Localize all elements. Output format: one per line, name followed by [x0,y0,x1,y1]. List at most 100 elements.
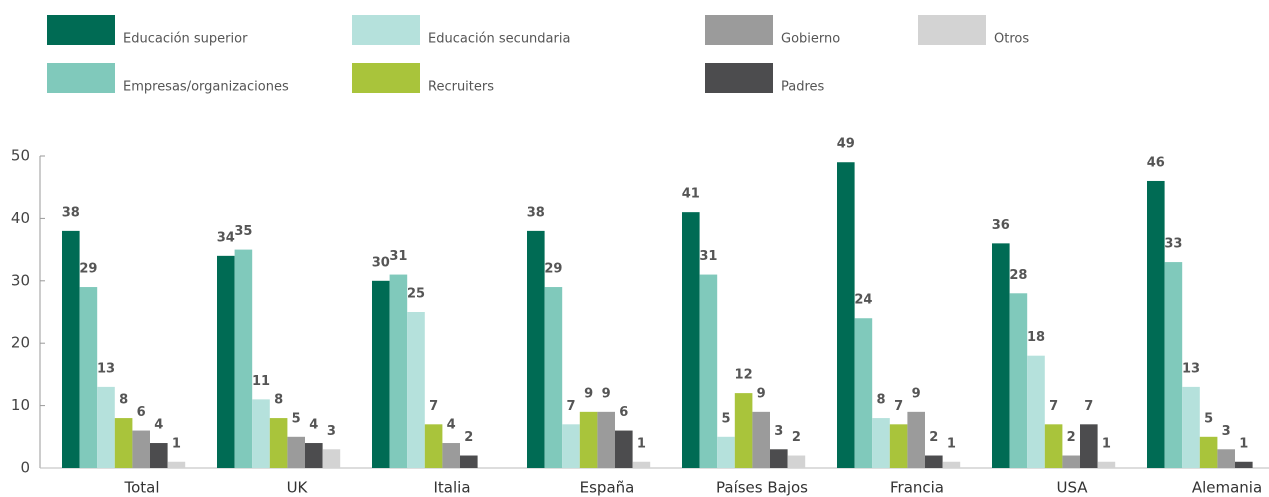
value-label: 8 [119,393,128,408]
value-label: 35 [234,224,252,239]
bar [632,461,651,468]
value-label: 3 [774,424,783,439]
bar [460,455,478,468]
bar [322,449,341,468]
x-tick-label: USA [1056,479,1088,497]
bar [234,249,253,468]
bar [579,411,598,468]
x-tick-label: Alemania [1192,479,1262,497]
value-label: 31 [389,249,407,264]
bar [1009,293,1028,468]
value-label: 38 [62,205,80,220]
bar [252,399,270,468]
value-label: 7 [1049,399,1058,414]
bar [837,162,855,469]
bar [287,436,305,468]
x-tick-label: UK [287,479,309,497]
value-label: 2 [792,430,801,445]
value-label: 2 [1067,430,1076,445]
value-label: 2 [464,430,473,445]
legend-label: Padres [781,80,825,95]
value-label: 12 [735,368,753,383]
value-label: 1 [947,436,956,451]
value-label: 9 [602,386,611,401]
bar [1147,180,1165,468]
bar [305,443,323,468]
value-label: 1 [1102,436,1111,451]
bar [132,430,150,468]
bar [1097,461,1116,468]
value-label: 7 [1084,399,1093,414]
bar [854,318,873,468]
bar [167,461,186,468]
bar [734,393,753,468]
legend-label: Educación secundaria [428,32,570,47]
value-label: 13 [1182,361,1200,376]
value-label: 7 [894,399,903,414]
value-label: 33 [1164,237,1182,252]
value-label: 9 [757,386,766,401]
x-tick-label: Italia [433,479,470,497]
bar [597,411,615,468]
value-label: 9 [912,386,921,401]
bar [372,280,390,468]
value-label: 29 [544,262,562,277]
legend-swatch [352,63,420,93]
legend-swatch [47,63,115,93]
bar [389,274,408,468]
y-tick-label: 50 [11,147,30,165]
bar [615,430,633,468]
bar [699,274,718,468]
y-tick-label: 10 [11,396,30,414]
y-tick-label: 20 [11,334,30,352]
legend-label: Gobierno [781,32,840,47]
value-label: 4 [309,418,318,433]
y-tick-label: 0 [20,459,30,477]
value-label: 29 [79,262,97,277]
value-label: 5 [721,411,730,426]
legend-label: Recruiters [428,80,494,95]
y-tick-label: 40 [11,209,30,227]
x-tick-label: Países Bajos [716,479,808,497]
value-label: 25 [407,287,425,302]
value-label: 1 [1239,436,1248,451]
value-label: 3 [327,424,336,439]
bar [527,230,545,468]
legend-swatch [705,15,773,45]
bar [770,449,788,468]
bar [562,424,580,468]
bar [79,287,98,468]
bar [752,411,770,468]
bar [114,418,133,468]
bar [992,243,1010,468]
value-label: 7 [429,399,438,414]
value-label: 7 [566,399,575,414]
bar [682,212,700,468]
value-label: 49 [837,137,855,152]
value-label: 31 [699,249,717,264]
x-tick-label: Total [123,479,159,497]
bar [1044,424,1063,468]
bar [925,455,943,468]
value-label: 13 [97,361,115,376]
value-label: 6 [619,405,628,420]
bar [942,461,961,468]
value-label: 4 [154,418,163,433]
value-label: 11 [252,374,270,389]
bar [62,230,80,468]
legend-label: Empresas/organizaciones [123,80,289,95]
value-label: 5 [292,411,301,426]
bar [1235,461,1253,468]
bar [544,287,563,468]
bar [1182,386,1200,468]
value-label: 8 [274,393,283,408]
bar [1062,455,1080,468]
bar [907,411,925,468]
value-label: 6 [137,405,146,420]
bar [1027,355,1045,468]
bar [889,424,908,468]
value-label: 30 [372,255,390,270]
bar [1217,449,1235,468]
value-label: 2 [929,430,938,445]
